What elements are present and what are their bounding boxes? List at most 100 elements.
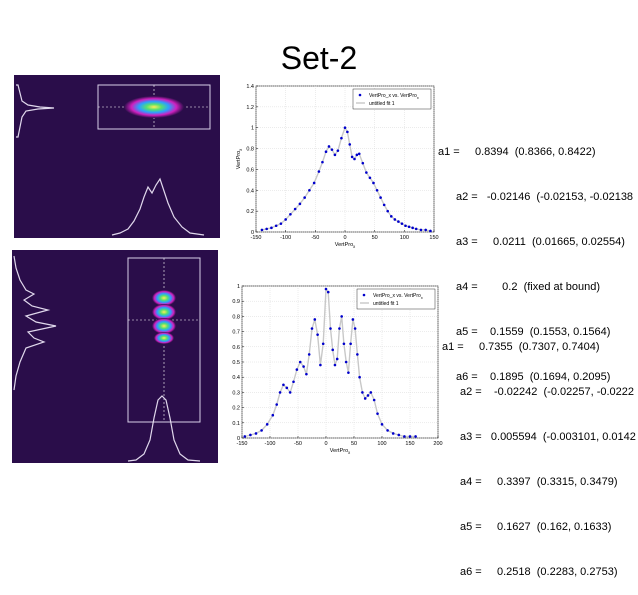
data-point: [361, 391, 364, 394]
data-point: [333, 153, 337, 157]
data-point: [278, 391, 282, 394]
data-point: [331, 348, 335, 352]
data-point: [308, 188, 311, 192]
data-point: [298, 202, 302, 206]
horizontal-profile-trace: [127, 395, 201, 462]
x-tick-label: 0: [343, 235, 346, 241]
data-point: [342, 342, 346, 346]
data-point: [414, 435, 417, 438]
data-point: [376, 412, 379, 415]
data-point: [429, 229, 432, 233]
data-point: [382, 203, 386, 207]
data-point: [313, 318, 317, 321]
data-point: [363, 397, 367, 400]
fit-param-row: a3 = 0.0211 (0.01665, 0.02554): [438, 235, 638, 250]
data-point: [361, 161, 365, 165]
param-name: a3 =: [456, 236, 478, 248]
y-tick-label: 1.4: [246, 84, 254, 90]
x-tick-label: 0: [324, 441, 327, 447]
legend-marker: [362, 293, 366, 297]
y-axis-label: VertProx: [236, 148, 243, 169]
data-point: [326, 290, 330, 294]
x-tick-label: -100: [280, 235, 291, 241]
data-point: [316, 333, 319, 336]
data-point: [397, 433, 401, 437]
data-point: [366, 394, 370, 397]
data-point: [353, 327, 357, 330]
beam-image-2: [12, 250, 218, 463]
legend-box: [356, 288, 436, 310]
x-tick-label: 50: [351, 441, 357, 447]
fit-param-row: a2 = -0.02242 (-0.02257, -0.0222: [442, 385, 638, 400]
param-name: a6 =: [456, 371, 478, 383]
data-point: [243, 435, 247, 438]
fit-param-row: a5 = 0.1559 (0.1553, 0.1564): [438, 325, 638, 340]
fit-param-row: a2 = -0.02146 (-0.02153, -0.02138: [438, 190, 638, 205]
data-point: [333, 363, 337, 367]
vertical-profile-trace: [16, 84, 55, 138]
fit-params-2: a1 = 0.7355 (0.7307, 0.7404) a2 = -0.022…: [442, 310, 638, 595]
data-point: [344, 360, 348, 364]
data-point: [324, 287, 328, 291]
data-point: [285, 386, 289, 390]
data-point: [403, 435, 406, 438]
fit-param-row: a3 = 0.005594 (-0.003101, 0.0142: [442, 430, 638, 445]
data-point: [319, 363, 322, 367]
param-name: a2 =: [460, 386, 482, 398]
data-point: [271, 413, 275, 417]
data-point: [335, 357, 339, 361]
y-tick-label: 0.4: [246, 188, 254, 194]
x-tick-label: 50: [372, 235, 378, 241]
y-tick-label: 0.2: [232, 406, 240, 412]
beam-lobe: [152, 290, 176, 306]
x-tick-label: 100: [400, 235, 409, 241]
data-point: [375, 188, 379, 192]
data-point: [358, 375, 361, 379]
data-point: [274, 224, 278, 228]
data-point: [260, 429, 263, 432]
fit-param-row: a4 = 0.3397 (0.3315, 0.3479): [442, 475, 638, 490]
legend-entry-data: VertPro_x vs. VertProx: [369, 93, 419, 100]
data-point: [357, 152, 361, 156]
param-name: a1 =: [438, 146, 460, 158]
data-point: [414, 227, 418, 231]
data-point: [270, 226, 273, 230]
data-point: [343, 126, 347, 130]
data-point: [340, 315, 343, 318]
y-tick-label: 0.8: [232, 314, 240, 320]
beam-lobe: [154, 332, 174, 344]
param-value: 0.1895 (0.1694, 0.2095): [489, 371, 611, 383]
data-point: [321, 160, 324, 164]
data-point: [379, 196, 382, 199]
param-value: 0.1559 (0.1553, 0.1564): [489, 326, 611, 338]
data-point: [292, 380, 295, 384]
data-point: [265, 227, 268, 231]
y-tick-label: 0.2: [246, 209, 254, 215]
data-point: [353, 157, 356, 161]
param-name: a2 =: [456, 191, 478, 203]
data-point: [419, 228, 423, 232]
data-point: [282, 383, 285, 387]
chart-1-svg: -150 -100 -50 0 50 100 150 0 0.2 0.4 0.6 0.8 1 1.2 1.4…: [236, 84, 439, 249]
data-point: [355, 153, 359, 157]
x-tick-label: -150: [250, 235, 261, 241]
fit-param-row: a1 = 0.7355 (0.7307, 0.7404): [442, 340, 638, 355]
beam-image-2-graphic: [13, 255, 201, 462]
fit-params-1: a1 = 0.8394 (0.8366, 0.8422) a2 = -0.021…: [438, 115, 638, 400]
x-tick-label: -50: [294, 441, 302, 447]
legend-marker: [358, 93, 362, 97]
data-point: [408, 435, 412, 438]
param-name: a6 =: [460, 566, 482, 578]
y-tick-label: 0.3: [232, 390, 240, 396]
x-tick-label: -100: [264, 441, 275, 447]
param-name: a5 =: [456, 326, 478, 338]
fit-param-row: a5 = 0.1627 (0.162, 0.1633): [442, 520, 638, 535]
x-tick-label: 200: [433, 441, 442, 447]
data-point: [380, 423, 384, 426]
data-point: [260, 228, 264, 232]
param-name: a3 =: [460, 431, 482, 443]
beam-image-1: [14, 75, 220, 238]
data-point: [307, 353, 311, 356]
data-point: [386, 209, 390, 213]
data-point: [372, 398, 376, 402]
